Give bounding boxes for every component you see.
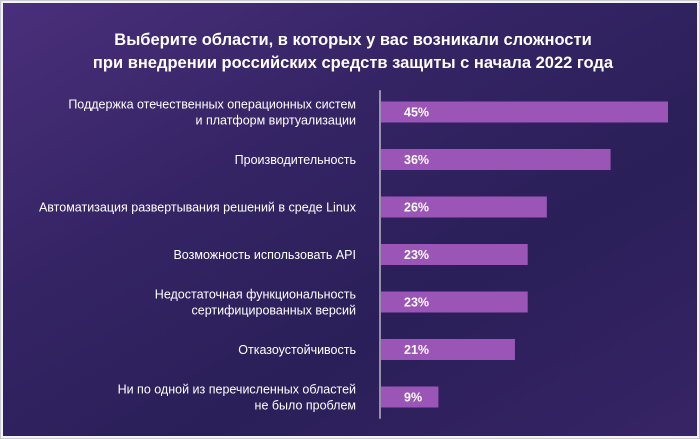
bar-6: [381, 339, 515, 360]
category-label-1-line-2: и платформ виртуализации: [196, 114, 357, 128]
value-label-6: 21%: [404, 343, 429, 357]
category-label-7-line-1: Ни по одной из перечисленных областей: [118, 383, 356, 397]
chart-title-line-2: при внедрении российских средств защиты …: [92, 54, 614, 72]
category-label-5-line-2: сертифицированных версий: [192, 304, 357, 318]
bar-chart: 45% Поддержка отечественных операционных …: [39, 90, 668, 419]
category-label-3: Автоматизация развертывания решений в ср…: [39, 201, 357, 215]
category-label-2: Производительность: [235, 153, 356, 167]
chart-title: Выберите области, в которых у вас возник…: [3, 29, 697, 75]
bar-4: [381, 244, 528, 265]
chart-title-line-1: Выберите области, в которых у вас возник…: [114, 31, 592, 49]
bar-1: [381, 101, 668, 123]
category-label-6: Отказоустойчивость: [238, 343, 356, 357]
bar-7: [381, 386, 439, 408]
value-label-2: 36%: [404, 153, 429, 167]
value-label-7: 9%: [404, 391, 422, 405]
value-label-5: 23%: [404, 296, 429, 310]
bar-5: [381, 291, 528, 313]
category-label-7-line-2: не было проблем: [255, 399, 356, 413]
value-label-1: 45%: [404, 106, 429, 120]
category-label-4: Возможность использовать API: [173, 248, 356, 262]
bar-2: [381, 149, 611, 170]
category-label-1-line-1: Поддержка отечественных операционных сис…: [68, 98, 356, 112]
value-label-4: 23%: [404, 248, 429, 262]
bar-3: [381, 196, 547, 218]
value-label-3: 26%: [404, 201, 429, 215]
category-label-5-line-1: Недостаточная функциональность: [155, 288, 356, 302]
